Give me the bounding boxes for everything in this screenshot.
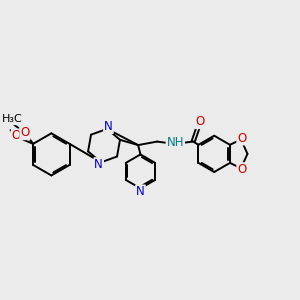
Text: N: N [136,185,145,198]
Text: O: O [237,132,247,145]
Text: O: O [196,115,205,128]
Text: O: O [20,126,30,139]
Text: NH: NH [167,136,184,148]
Text: N: N [94,158,103,171]
Text: H₃C: H₃C [2,114,23,124]
Text: O: O [237,163,247,176]
Text: O: O [12,130,21,142]
Text: N: N [104,120,113,133]
